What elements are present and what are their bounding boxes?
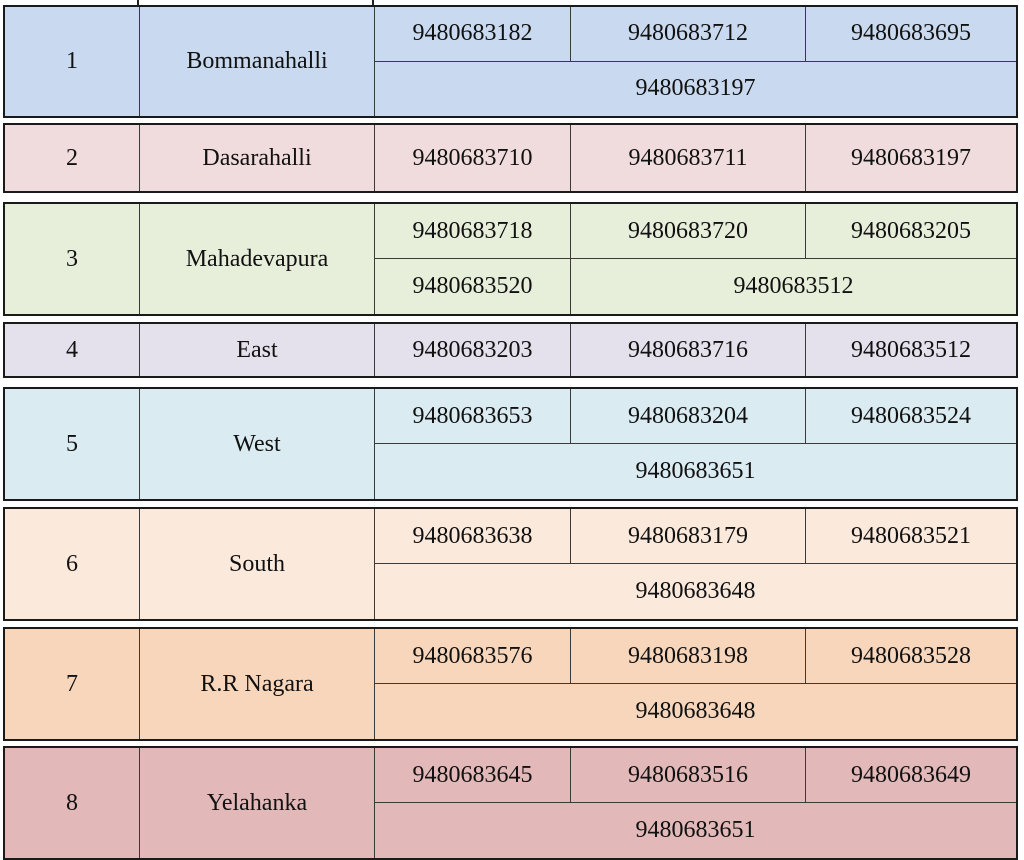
serial-number: 8	[5, 748, 140, 858]
table-row: 8 Yelahanka 9480683645 9480683516 9480683649…	[3, 746, 1018, 860]
phone-number: 9480683653	[375, 389, 571, 444]
phone-number: 9480683710	[375, 125, 571, 191]
phone-number: 9480683649	[806, 748, 1016, 803]
table-row: 7 R.R Nagara 9480683576 9480683198 948068352…	[3, 627, 1018, 741]
top-divider-right	[372, 0, 374, 6]
phone-number: 9480683520	[375, 259, 571, 314]
serial-number: 7	[5, 629, 140, 739]
phone-number: 9480683712	[571, 7, 806, 62]
phone-number: 9480683651	[635, 458, 756, 484]
phone-number: 9480683718	[375, 204, 571, 259]
serial-number: 6	[5, 509, 140, 619]
zone-name: South	[140, 509, 375, 619]
table-row: 3 Mahadevapura 9480683718 9480683720 9480683…	[3, 202, 1018, 316]
serial-number: 2	[5, 125, 140, 191]
zone-name: R.R Nagara	[140, 629, 375, 739]
serial-number: 5	[5, 389, 140, 499]
phone-number: 9480683204	[571, 389, 806, 444]
phone-number: 9480683179	[571, 509, 806, 564]
serial-number: 4	[5, 324, 140, 376]
phone-number: 9480683205	[806, 204, 1016, 259]
phone-number: 9480683651	[635, 817, 756, 843]
table-row: 6 South 9480683638 9480683179 9480683521 9480…	[3, 507, 1018, 621]
zone-name: Dasarahalli	[140, 125, 375, 191]
phone-number: 9480683638	[375, 509, 571, 564]
table-row: 1 Bommanahalli 9480683182 9480683712 9480683…	[3, 5, 1018, 118]
zone-name: East	[140, 324, 375, 376]
phone-number: 9480683695	[806, 7, 1016, 62]
table-row: 5 West 9480683653 9480683204 9480683524 94806…	[3, 387, 1018, 501]
phone-number: 9480683720	[571, 204, 806, 259]
phone-number: 9480683521	[806, 509, 1016, 564]
serial-number: 3	[5, 204, 140, 314]
zone-name: West	[140, 389, 375, 499]
phone-number: 9480683516	[571, 748, 806, 803]
zone-name: Yelahanka	[140, 748, 375, 858]
phone-number: 9480683512	[851, 336, 971, 363]
phone-number: 9480683648	[635, 578, 756, 604]
phone-number: 9480683203	[375, 324, 571, 376]
table-row: 2 Dasarahalli 9480683710 9480683711 94806831…	[3, 123, 1018, 193]
phone-number: 9480683197	[851, 144, 971, 171]
serial-number: 1	[5, 7, 140, 116]
table-row: 4 East 9480683203 9480683716 9480683512	[3, 322, 1018, 378]
phone-number: 9480683645	[375, 748, 571, 803]
phone-number: 9480683716	[571, 324, 806, 376]
phone-number: 9480683576	[375, 629, 571, 684]
zone-name: Mahadevapura	[140, 204, 375, 314]
phone-number: 9480683197	[635, 75, 756, 102]
phone-number: 9480683711	[571, 125, 806, 191]
top-divider-left	[137, 0, 139, 6]
phone-number: 9480683182	[375, 7, 571, 62]
phone-number: 9480683648	[635, 698, 756, 724]
phone-number: 9480683528	[806, 629, 1016, 684]
phone-number: 9480683524	[806, 389, 1016, 444]
phone-number: 9480683512	[733, 273, 854, 299]
zone-name: Bommanahalli	[140, 7, 375, 116]
phone-number: 9480683198	[571, 629, 806, 684]
